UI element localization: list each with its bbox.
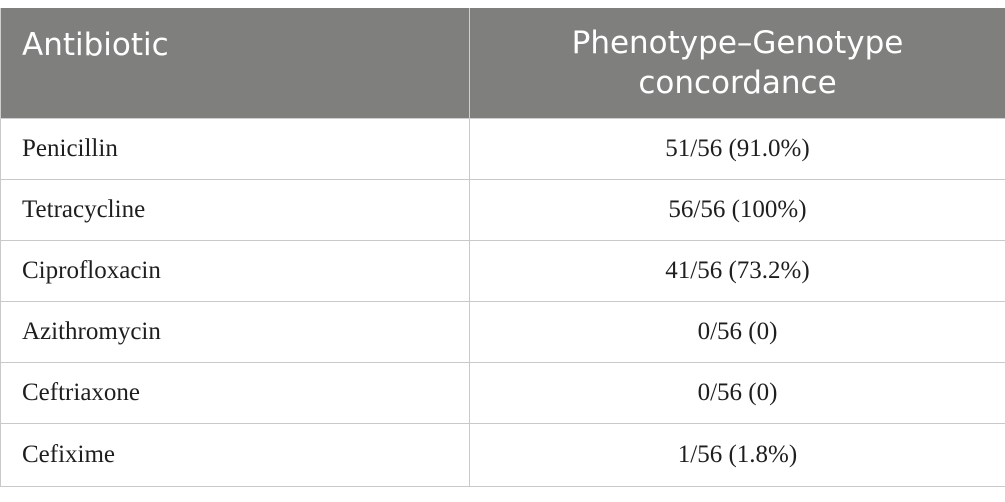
antibiotic-cell: Penicillin: [0, 118, 470, 180]
concordance-cell: 51/56 (91.0%): [469, 118, 1005, 180]
concordance-cell: 56/56 (100%): [469, 179, 1005, 241]
antibiotic-cell: Ciprofloxacin: [0, 240, 470, 302]
header-concordance: Phenotype–Genotype concordance: [469, 8, 1005, 119]
antibiotic-cell: Ceftriaxone: [0, 362, 470, 424]
table-row: Ciprofloxacin 41/56 (73.2%): [0, 240, 1005, 302]
table-header: Antibiotic Phenotype–Genotype concordanc…: [0, 8, 1005, 119]
concordance-table: Antibiotic Phenotype–Genotype concordanc…: [0, 8, 1005, 487]
concordance-cell: 41/56 (73.2%): [469, 240, 1005, 302]
table-row: Penicillin 51/56 (91.0%): [0, 118, 1005, 180]
concordance-cell: 0/56 (0): [469, 362, 1005, 424]
antibiotic-cell: Azithromycin: [0, 301, 470, 363]
header-antibiotic: Antibiotic: [0, 8, 470, 119]
antibiotic-cell: Tetracycline: [0, 179, 470, 241]
concordance-table-container: Antibiotic Phenotype–Genotype concordanc…: [0, 8, 1005, 487]
header-row: Antibiotic Phenotype–Genotype concordanc…: [0, 8, 1005, 119]
concordance-cell: 0/56 (0): [469, 301, 1005, 363]
table-row: Azithromycin 0/56 (0): [0, 301, 1005, 363]
header-concordance-label: Phenotype–Genotype concordance: [571, 25, 904, 101]
table-row: Tetracycline 56/56 (100%): [0, 179, 1005, 241]
table-row: Cefixime 1/56 (1.8%): [0, 423, 1005, 487]
antibiotic-cell: Cefixime: [0, 423, 470, 487]
table-body: Penicillin 51/56 (91.0%) Tetracycline 56…: [0, 118, 1005, 487]
table-row: Ceftriaxone 0/56 (0): [0, 362, 1005, 424]
concordance-cell: 1/56 (1.8%): [469, 423, 1005, 487]
